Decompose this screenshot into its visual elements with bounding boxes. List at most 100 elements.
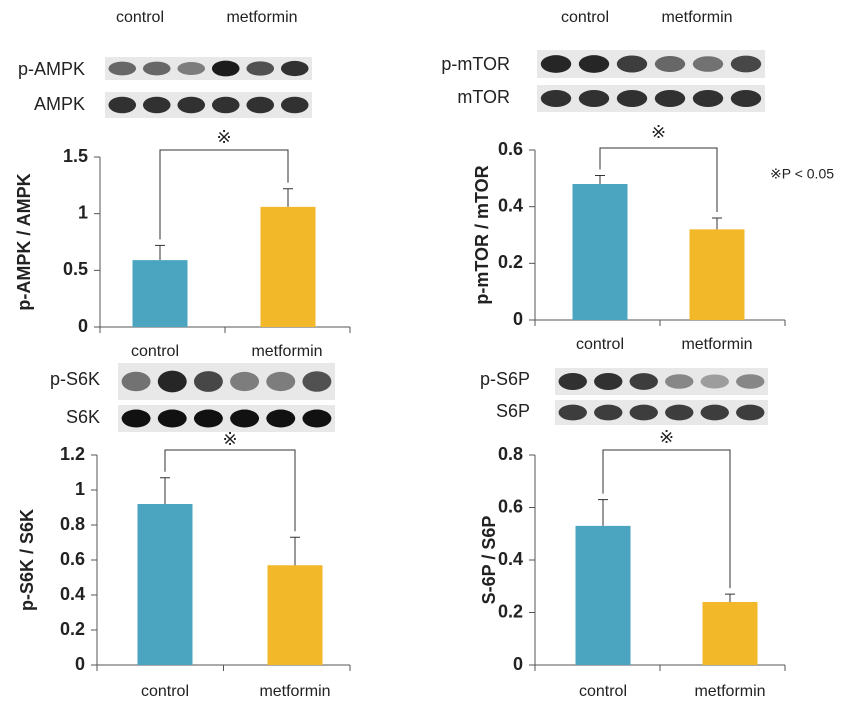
blot-label: p-S6K [50,369,100,389]
blot-band [541,55,571,73]
blot-band [266,410,295,428]
blot-band [655,90,685,107]
blot [537,85,765,112]
y-tick-label: 1.5 [63,146,88,166]
blot-band [693,90,723,107]
y-tick-label: 0.2 [60,619,85,639]
y-tick-label: 0.4 [498,195,523,215]
blot-band [230,372,259,391]
blot-header: control [561,9,609,26]
blot-band [559,373,587,390]
blot-band [143,97,171,114]
blot-band [736,374,764,389]
bar [133,260,188,327]
blot-band [731,90,761,107]
blot-band [665,405,693,421]
error-bar [283,189,293,207]
blot-band [108,97,136,114]
blot-band [108,62,136,76]
error-bar [598,500,608,526]
blot-band [559,405,587,421]
blot-label: S6P [496,401,530,421]
blot-header: metformin [251,343,322,360]
y-axis-label: p-AMPK / AMPK [14,173,34,310]
y-axis-label: p-mTOR / mTOR [472,165,492,304]
blot-header: control [131,343,179,360]
blot-band [579,55,609,73]
significance-mark: ※ [659,427,674,447]
y-tick-label: 0 [75,654,85,674]
blot-band [701,405,729,421]
significance-mark: ※ [222,429,237,449]
x-tick-label: metformin [694,683,765,700]
y-tick-label: 0.6 [60,549,85,569]
error-bar [712,218,722,229]
x-tick-label: control [579,683,627,700]
blot-label: p-AMPK [18,59,85,79]
blot [555,400,768,425]
blot-label: mTOR [457,87,510,107]
blot-band [266,372,295,391]
blot-band [177,97,205,114]
bar [261,207,316,327]
blot-band [594,405,622,421]
blot-band [617,55,647,72]
blot-band [617,90,647,107]
blot-label: AMPK [34,94,85,114]
blot-band [143,62,171,76]
blot-band [693,56,723,72]
y-tick-label: 0.6 [498,139,523,159]
blot-label: S6K [66,407,100,427]
blot-band [665,374,693,389]
bar [576,526,631,665]
x-tick-label: control [141,683,189,700]
blot [537,50,765,78]
x-tick-label: metformin [259,683,330,700]
blot-band [158,371,187,393]
y-tick-label: 0.4 [60,584,85,604]
significance-note: ※P < 0.05 [770,166,834,182]
y-tick-label: 0 [513,654,523,674]
significance-mark: ※ [216,127,231,147]
blot-band [194,371,223,392]
bar [138,504,193,665]
blot-band [158,410,187,428]
blot-band [212,97,240,114]
blot-band [701,375,729,389]
y-axis-label: p-S6K / S6K [17,509,37,611]
y-tick-label: 0.8 [60,514,85,534]
blot [555,368,768,395]
blot-band [246,61,274,75]
blot-band [122,410,151,428]
blot-band [655,56,685,72]
blot-band [731,56,761,73]
y-tick-label: 1.2 [60,444,85,464]
blot-band [177,62,205,75]
y-tick-label: 0 [513,309,523,329]
bar [573,184,628,320]
y-tick-label: 0.2 [498,252,523,272]
blot-band [230,410,259,428]
blot-band [246,97,274,114]
y-axis-label: S-6P / S6P [479,516,499,605]
y-tick-label: 0.5 [63,259,88,279]
error-bar [595,176,605,185]
blot-band [630,405,658,421]
blot-label: p-mTOR [441,54,510,74]
y-tick-label: 0.2 [498,601,523,621]
blot-band [281,61,309,76]
blot-band [302,371,331,391]
blot-band [194,410,223,428]
bar [703,602,758,665]
blot-band [281,97,309,114]
blot-band [122,372,151,392]
x-tick-label: control [576,336,624,353]
significance-mark: ※ [651,122,666,142]
blot-band [630,373,658,390]
blot-header: metformin [661,9,732,26]
blot-band [594,373,622,390]
blot-label: p-S6P [480,369,530,389]
page: ※P < 0.05 p-AMPK AMPK control metformin 0 0.5… [0,0,847,704]
y-tick-label: 0 [78,316,88,336]
blot-band [212,61,240,77]
